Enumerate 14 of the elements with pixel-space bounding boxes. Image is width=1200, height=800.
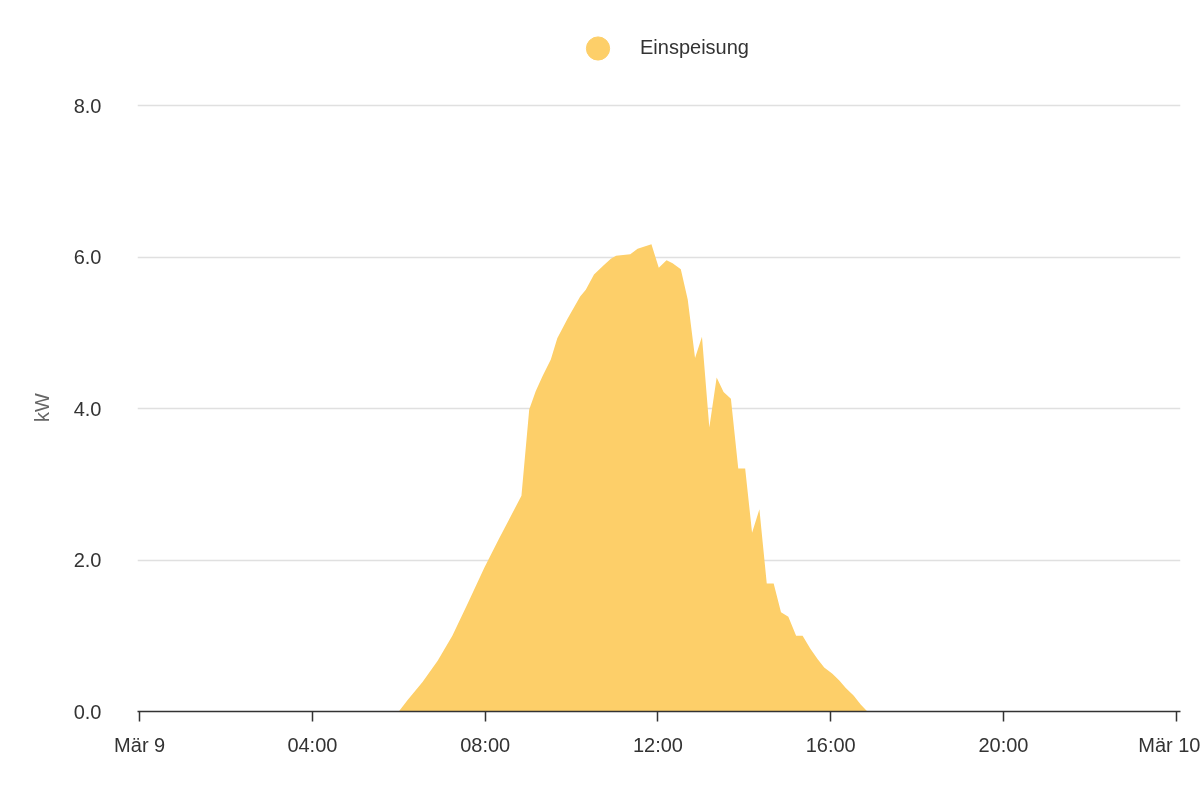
- legend-label: Einspeisung: [640, 36, 749, 59]
- x-tick-label: Mär 10: [1138, 733, 1200, 756]
- x-tick-label: 16:00: [805, 733, 856, 756]
- y-axis-title: kW: [30, 392, 53, 422]
- y-tick-label: 6.0: [73, 246, 102, 269]
- x-tick-label: 08:00: [460, 733, 511, 756]
- y-tick-label: 0.0: [73, 700, 102, 723]
- x-tick-label: 12:00: [632, 733, 683, 756]
- x-tick-label: 04:00: [287, 733, 338, 756]
- y-tick-label: 8.0: [73, 94, 102, 117]
- y-tick-label: 2.0: [73, 549, 102, 572]
- y-tick-label: 4.0: [73, 397, 102, 420]
- x-tick-label: 20:00: [978, 733, 1029, 756]
- x-tick-label: Mär 9: [114, 733, 166, 756]
